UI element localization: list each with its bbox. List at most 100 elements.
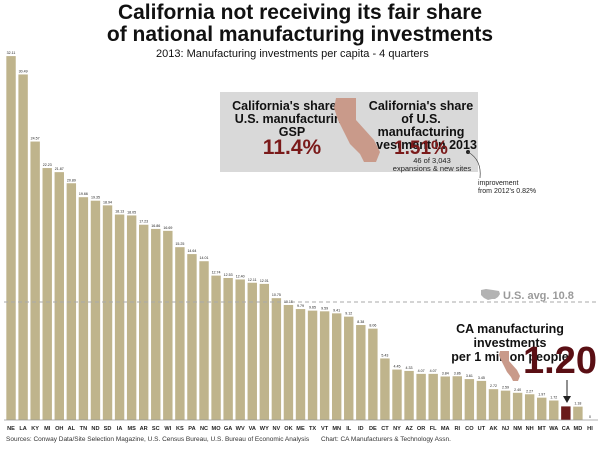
category-label-ri: RI bbox=[455, 426, 461, 432]
category-label-ok: OK bbox=[284, 426, 292, 432]
improvement-note-line1: improvement bbox=[478, 180, 519, 187]
category-label-mt: MT bbox=[538, 426, 547, 432]
bar-mt bbox=[537, 397, 547, 420]
improvement-note-line2: from 2012's 0.82% bbox=[478, 188, 537, 195]
bar-ma bbox=[440, 376, 450, 420]
value-label-nj: 2.59 bbox=[502, 386, 509, 390]
bar-mn bbox=[331, 313, 342, 420]
value-label-ia: 18.13 bbox=[115, 210, 124, 214]
category-label-ar: AR bbox=[140, 426, 148, 432]
category-label-fl: FL bbox=[430, 426, 437, 432]
category-label-ct: CT bbox=[381, 426, 389, 432]
value-label-al: 20.89 bbox=[67, 178, 76, 182]
category-label-md: MD bbox=[574, 426, 583, 432]
bar-ks bbox=[175, 247, 185, 420]
category-label-id: ID bbox=[358, 426, 364, 432]
value-label-id: 8.38 bbox=[357, 320, 364, 324]
category-label-sc: SC bbox=[152, 426, 160, 432]
category-label-ky: KY bbox=[31, 426, 39, 432]
value-label-va: 12.11 bbox=[248, 278, 257, 282]
bar-ky bbox=[30, 141, 40, 421]
bar-sc bbox=[151, 228, 161, 420]
category-label-wy: WY bbox=[260, 426, 269, 432]
value-label-nm: 2.40 bbox=[514, 388, 521, 392]
bar-ct bbox=[380, 358, 390, 420]
bar-id bbox=[356, 325, 366, 420]
improvement-note: improvement from 2012's 0.82% bbox=[478, 180, 536, 196]
value-label-or: 4.07 bbox=[418, 369, 425, 373]
category-label-mn: MN bbox=[332, 426, 341, 432]
bar-or bbox=[416, 373, 426, 420]
category-label-nh: NH bbox=[526, 426, 534, 432]
bar-nc bbox=[199, 261, 209, 420]
bar-pa bbox=[187, 254, 197, 420]
category-label-tn: TN bbox=[80, 426, 87, 432]
ca-investment-title: CA manufacturing investments per 1 milli… bbox=[420, 322, 600, 364]
value-label-vt: 9.59 bbox=[321, 306, 328, 310]
bar-ga bbox=[223, 277, 233, 420]
category-label-nd: ND bbox=[91, 426, 99, 432]
bar-ny bbox=[392, 369, 402, 420]
sources-note: Sources: Conway Data/Site Selection Maga… bbox=[6, 436, 310, 443]
value-label-nh: 2.27 bbox=[526, 389, 533, 393]
value-label-tx: 9.65 bbox=[309, 306, 316, 310]
bar-wa bbox=[549, 400, 559, 420]
category-label-mi: MI bbox=[44, 426, 51, 432]
value-label-mn: 9.41 bbox=[333, 308, 340, 312]
category-label-ks: KS bbox=[176, 426, 184, 432]
value-label-ks: 15.25 bbox=[175, 242, 184, 246]
ca-investment-value: 1.20 bbox=[523, 340, 597, 382]
category-label-wa: WA bbox=[549, 426, 558, 432]
bar-ia bbox=[114, 214, 125, 420]
bar-wv bbox=[235, 279, 245, 420]
category-label-or: OR bbox=[417, 426, 425, 432]
expansions-count: 46 of 3,043 bbox=[413, 156, 451, 165]
bar-nm bbox=[512, 392, 523, 420]
category-label-ga: GA bbox=[224, 426, 232, 432]
bar-sd bbox=[102, 205, 113, 420]
investment-share-label: California's share of U.S. manufacturing… bbox=[365, 99, 477, 152]
category-label-ia: IA bbox=[117, 426, 123, 432]
category-label-nv: NV bbox=[272, 426, 280, 432]
bar-ak bbox=[488, 389, 499, 420]
value-label-ky: 24.57 bbox=[31, 137, 40, 141]
value-label-ct: 5.43 bbox=[381, 353, 388, 357]
value-label-ak: 2.72 bbox=[490, 384, 497, 388]
value-label-mt: 1.97 bbox=[538, 393, 545, 397]
category-label-pa: PA bbox=[188, 426, 195, 432]
bar-wy bbox=[259, 283, 270, 420]
value-label-co: 3.61 bbox=[466, 374, 473, 378]
category-label-az: AZ bbox=[405, 426, 413, 432]
bar-al bbox=[66, 183, 77, 420]
category-label-vt: VT bbox=[321, 426, 329, 432]
california-map-icon bbox=[334, 98, 380, 162]
category-label-il: IL bbox=[346, 426, 352, 432]
bar-nh bbox=[524, 394, 535, 420]
bar-il bbox=[344, 316, 354, 420]
value-label-wi: 16.69 bbox=[163, 226, 172, 230]
bar-tx bbox=[307, 310, 318, 420]
value-label-mi: 22.23 bbox=[43, 163, 52, 167]
bar-nd bbox=[90, 200, 101, 420]
bar-mo bbox=[211, 275, 221, 420]
value-label-wy: 12.01 bbox=[260, 279, 269, 283]
bar-me bbox=[295, 309, 306, 420]
improvement-pointer bbox=[466, 150, 481, 179]
expansions-caption: expansions & new sites bbox=[392, 164, 472, 173]
value-label-sd: 18.94 bbox=[103, 200, 112, 204]
category-label-ma: MA bbox=[441, 426, 450, 432]
bar-ar bbox=[139, 224, 149, 420]
ca-investment-title-line1: CA manufacturing investments bbox=[456, 322, 564, 350]
value-label-hi: 0 bbox=[589, 415, 591, 419]
category-label-oh: OH bbox=[55, 426, 63, 432]
category-label-nc: NC bbox=[200, 426, 208, 432]
investment-share-box: California's share of U.S. manufacturing… bbox=[364, 92, 478, 172]
bar-tn bbox=[78, 197, 89, 420]
category-label-va: VA bbox=[249, 426, 256, 432]
bar-de bbox=[368, 328, 378, 420]
value-label-ga: 12.53 bbox=[224, 273, 233, 277]
value-label-md: 1.18 bbox=[574, 402, 581, 406]
bar-co bbox=[464, 379, 475, 420]
value-label-nd: 19.35 bbox=[91, 196, 100, 200]
